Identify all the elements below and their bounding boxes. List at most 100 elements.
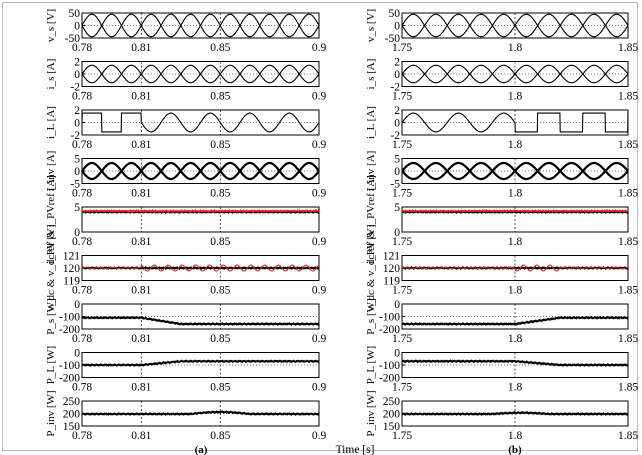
ylabel-ps-col1: P_s [W] xyxy=(45,298,57,334)
series-pl-col1 xyxy=(81,359,320,368)
series-iL-col1 xyxy=(81,112,320,133)
xtick-label-pl-col1-0: 0.78 xyxy=(72,382,92,394)
ytick-label-iinv-col1-1: 0 xyxy=(74,166,80,178)
ylabel-pinv-col2: P_inv [W] xyxy=(365,390,377,436)
ylabel-iL-col1: i_L [A] xyxy=(45,106,57,139)
xtick-label-ipv-col1-1: 0.81 xyxy=(131,236,151,248)
panel-label-a: (a) xyxy=(195,444,208,455)
ytick-label-is-col2-2: -2 xyxy=(390,82,400,94)
ylabel-iinv-col2: i_inv [A] xyxy=(365,151,377,192)
xtick-label-ps-col2-2: 1.85 xyxy=(618,333,638,345)
ytick-label-pinv-col1-1: 200 xyxy=(63,409,81,421)
ytick-label-ps-col2-0: 0 xyxy=(394,299,400,311)
ylabel-iinv-col1: i_inv [A] xyxy=(45,151,57,192)
xtick-label-vdc-col2-0: 1.75 xyxy=(392,285,412,297)
xtick-label-iinv-col1-3: 0.9 xyxy=(312,188,327,200)
xtick-label-iinv-col1-1: 0.81 xyxy=(131,188,151,200)
xtick-label-ps-col2-1: 1.8 xyxy=(508,333,523,345)
xtick-label-pinv-col1-2: 0.85 xyxy=(210,430,230,442)
ylabel-vs-col1: v_s [V] xyxy=(45,9,57,42)
ytick-label-ipv-col1-0: 5 xyxy=(74,202,80,214)
xtick-label-vs-col1-1: 0.81 xyxy=(131,42,151,54)
xtick-label-iL-col1-1: 0.81 xyxy=(131,139,151,151)
ytick-label-iL-col1-1: 0 xyxy=(74,118,80,130)
xtick-label-vdc-col1-2: 0.85 xyxy=(210,285,230,297)
ytick-label-pl-col1-0: 0 xyxy=(74,348,80,360)
xtick-label-iinv-col1-0: 0.78 xyxy=(72,188,92,200)
xtick-label-pl-col2-2: 1.85 xyxy=(618,382,638,394)
xtick-label-pinv-col1-0: 0.78 xyxy=(72,430,92,442)
ytick-label-vs-col1-1: 0 xyxy=(74,21,80,33)
ytick-label-pl-col1-2: -200 xyxy=(59,373,80,385)
xtick-label-iL-col2-2: 1.85 xyxy=(618,139,638,151)
xtick-label-ps-col1-0: 0.78 xyxy=(72,333,92,345)
ytick-label-ipv-col1-1: 0 xyxy=(74,227,80,239)
series-ps-col2 xyxy=(401,315,629,327)
xtick-label-is-col2-0: 1.75 xyxy=(392,91,412,103)
time-axis-label: Time [s] xyxy=(336,444,375,455)
xtick-label-ipv-col2-2: 1.85 xyxy=(618,236,638,248)
xtick-label-ps-col1-1: 0.81 xyxy=(131,333,151,345)
xtick-label-is-col1-1: 0.81 xyxy=(131,91,151,103)
ytick-label-vs-col1-0: 50 xyxy=(69,8,81,20)
xtick-label-vdc-col1-3: 0.9 xyxy=(312,285,327,297)
xtick-label-is-col2-2: 1.85 xyxy=(618,91,638,103)
xtick-label-iinv-col2-0: 1.75 xyxy=(392,188,412,200)
ylabel-vdc-col1: v_dc & v_dcref [V] xyxy=(45,224,57,311)
xtick-label-iinv-col2-2: 1.85 xyxy=(618,188,638,200)
xtick-label-ps-col1-2: 0.85 xyxy=(210,333,230,345)
xtick-label-pl-col1-2: 0.85 xyxy=(210,382,230,394)
ref-series-ipv-col1 xyxy=(81,208,320,214)
xtick-label-pinv-col2-0: 1.75 xyxy=(392,430,412,442)
xtick-label-pl-col2-1: 1.8 xyxy=(508,382,523,394)
xtick-label-pinv-col1-1: 0.81 xyxy=(131,430,151,442)
series-ipv-col2 xyxy=(401,209,629,215)
figure-frame xyxy=(2,2,638,451)
xtick-label-iL-col1-2: 0.85 xyxy=(210,139,230,151)
ytick-label-pl-col2-0: 0 xyxy=(394,348,400,360)
ytick-label-iL-col2-1: 0 xyxy=(394,118,400,130)
ytick-label-iinv-col2-0: 5 xyxy=(394,154,400,166)
ref-series-vdc-col2 xyxy=(401,264,628,272)
xtick-label-is-col2-1: 1.8 xyxy=(508,91,523,103)
ytick-label-iinv-col1-2: -5 xyxy=(70,179,80,191)
xtick-label-pl-col2-0: 1.75 xyxy=(392,382,412,394)
ytick-label-ipv-col2-1: 0 xyxy=(394,227,400,239)
ytick-label-is-col2-0: 2 xyxy=(394,57,400,69)
ytick-label-is-col1-0: 2 xyxy=(74,57,80,69)
xtick-label-vs-col1-2: 0.85 xyxy=(210,42,230,54)
ylabel-iL-col2: i_L [A] xyxy=(365,106,377,139)
ylabel-ps-col2: P_s [W] xyxy=(365,298,377,334)
ytick-label-ps-col1-0: 0 xyxy=(74,299,80,311)
series-pinv-col1 xyxy=(81,409,320,417)
xtick-label-ipv-col1-0: 0.78 xyxy=(72,236,92,248)
series-pl-col2 xyxy=(401,359,629,368)
ylabel-vdc-col2: v_dc & v_dcref [V] xyxy=(365,224,377,311)
ytick-label-iinv-col2-2: -5 xyxy=(390,179,400,191)
xtick-label-ps-col1-3: 0.9 xyxy=(312,333,327,345)
ytick-label-vdc-col1-1: 120 xyxy=(63,263,81,275)
xtick-label-iL-col2-0: 1.75 xyxy=(392,139,412,151)
ytick-label-is-col1-2: -2 xyxy=(70,82,80,94)
xtick-label-pl-col1-3: 0.9 xyxy=(312,382,327,394)
ylabel-pl-col1: P_L [W] xyxy=(45,346,57,384)
series-ipv-col1 xyxy=(81,209,320,215)
ytick-label-vdc-col1-2: 119 xyxy=(63,276,80,288)
ytick-label-pl-col1-1: -100 xyxy=(59,360,80,372)
xtick-label-iL-col2-1: 1.8 xyxy=(508,139,523,151)
xtick-label-pl-col1-1: 0.81 xyxy=(131,382,151,394)
series-b-is-col1 xyxy=(81,64,320,84)
xtick-label-ipv-col1-3: 0.9 xyxy=(312,236,327,248)
xtick-label-vs-col2-1: 1.8 xyxy=(508,42,523,54)
xtick-label-iinv-col2-1: 1.8 xyxy=(508,188,523,200)
ref-series-vdc-col1 xyxy=(81,264,320,272)
xtick-label-vs-col1-0: 0.78 xyxy=(72,42,92,54)
ytick-label-pinv-col2-1: 200 xyxy=(383,409,401,421)
ytick-label-ps-col2-2: -200 xyxy=(379,324,400,336)
ytick-label-vs-col2-2: -50 xyxy=(385,33,401,45)
ytick-label-vdc-col2-1: 120 xyxy=(383,263,401,275)
series-ps-col1 xyxy=(81,315,320,327)
ylabel-is-col1: i_s [A] xyxy=(45,59,57,90)
ylabel-pinv-col1: P_inv [W] xyxy=(45,390,57,436)
